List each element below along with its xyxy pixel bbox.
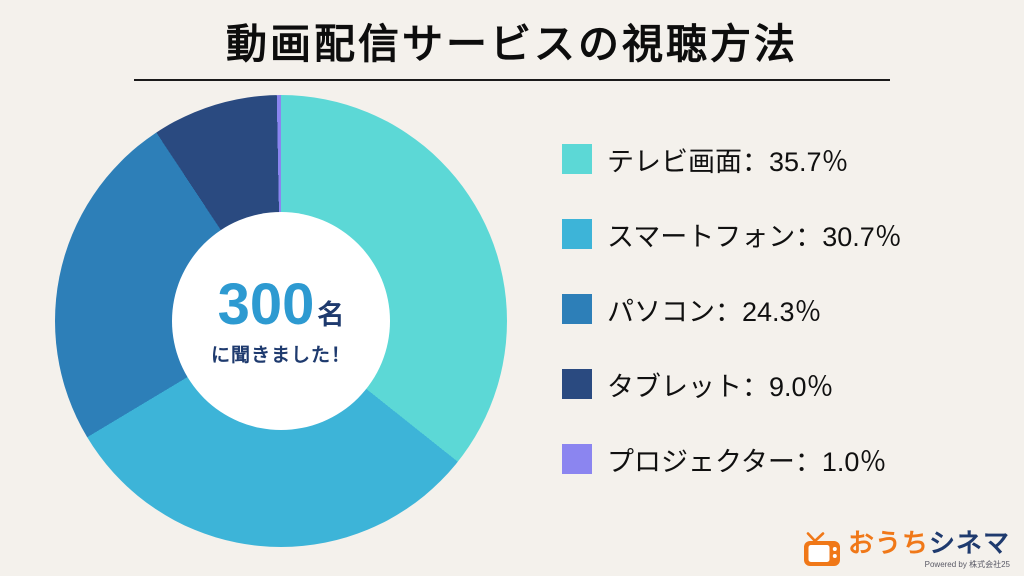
legend-label: テレビ画面：35.7％ [607,146,849,177]
legend-swatch [562,369,592,399]
respondent-line: 300 名 [217,271,345,337]
header: 動画配信サービスの視聴方法 [0,10,1024,81]
brand-name-part1: おうち [847,527,929,558]
footer-logo: おうちシネマ Powered by 株式会社25 [802,527,1010,570]
donut-chart: 300 名 に聞きました！ [55,95,507,547]
legend-item: スマートフォン：30.7％ [562,218,902,252]
respondent-unit: 名 [317,299,345,330]
legend-swatch [562,144,592,174]
legend-item: パソコン：24.3％ [562,293,902,327]
respondent-caption: に聞きました！ [210,344,351,366]
page-title: 動画配信サービスの視聴方法 [226,21,798,67]
tv-icon [802,532,842,568]
powered-by-text: Powered by 株式会社25 [924,560,1010,569]
title-underline [134,79,890,81]
legend-swatch [562,219,592,249]
legend-item: テレビ画面：35.7％ [562,143,902,177]
legend: テレビ画面：35.7％ スマートフォン：30.7％ パソコン：24.3％ タブレット：… [562,143,902,518]
brand-name: おうちシネマ [847,527,1010,558]
brand-name-part2: シネマ [928,527,1010,558]
brand-text: おうちシネマ Powered by 株式会社25 [847,527,1010,570]
respondent-count: 300 [217,271,315,337]
legend-label: パソコン：24.3％ [607,296,822,327]
legend-swatch [562,444,592,474]
legend-label: タブレット：9.0％ [607,371,834,402]
donut-center: 300 名 に聞きました！ [172,212,390,430]
legend-label: スマートフォン：30.7％ [607,221,902,252]
legend-item: プロジェクター：1.0％ [562,443,902,477]
legend-item: タブレット：9.0％ [562,368,902,402]
legend-swatch [562,294,592,324]
legend-label: プロジェクター：1.0％ [607,446,887,477]
